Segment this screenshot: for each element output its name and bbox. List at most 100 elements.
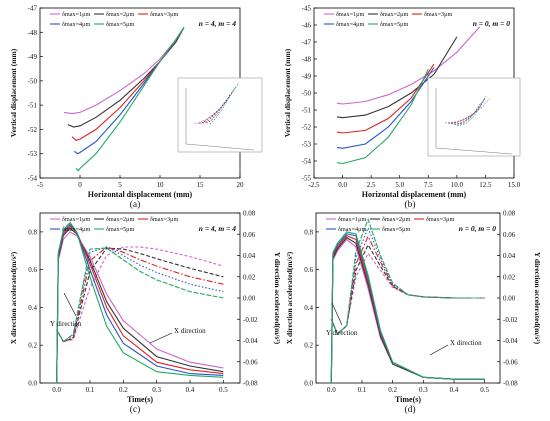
y2-tick-label: -0.08 [243,380,258,388]
panel-label-1: (a) [130,199,141,210]
x-tick-label: 0.3 [152,386,161,394]
y-direction-line-2 [56,247,224,343]
annotation-arrow [63,292,77,317]
series-group [63,27,185,172]
series-group [330,217,485,383]
series-group [56,221,224,383]
y2-tick-label: 0.06 [503,231,516,239]
x-tick-label: 0.4 [450,386,459,394]
legend-label: δmax=1μm [336,11,364,18]
legend-label: δmax=2μm [382,216,410,223]
y2-tick-label: 0.06 [243,231,256,239]
y-tick-label: -50 [28,77,38,85]
y2-tick-label: 0.00 [243,295,256,303]
inset-curve [445,98,490,124]
x-tick-label: 10.0 [451,181,464,189]
y-direction-line-5 [330,217,485,336]
y-tick-label: 0.4 [304,304,313,312]
y-tick-label: -48 [28,29,38,37]
y2-tick-label: 0.00 [503,295,516,303]
legend-label: δmax=4μm [62,21,90,28]
condition-label: n = 4, m = 4 [199,19,237,28]
x-axis-label: Horizontal displacement (mm) [88,190,193,199]
legend-label: δmax=5μm [106,226,134,233]
legend-label: δmax=3μm [150,216,178,223]
panel-label-2: (b) [404,199,415,210]
y-tick-label: -49 [28,53,38,61]
x-tick-label: 7.5 [424,181,433,189]
y-tick-label: -53 [302,141,312,149]
y-tick-label: -46 [302,22,312,30]
panel-b: -2.5 0.0 2.5 5.0 7.5 10.0 12.5 15.0 -55 -54 -53 -52… [283,5,521,200]
y-direction-line-1 [330,252,485,336]
y-direction-line-5 [56,247,224,343]
annotation-arrow [149,332,173,344]
y-tick-label: 0.6 [28,266,37,274]
legend-label: δmax=1μm [62,216,90,223]
x-tick-label: 0.5 [219,386,228,394]
legend-label: δmax=4μm [338,226,366,233]
legend-label: δmax=3μm [426,216,454,223]
annotation-arrow [429,344,449,356]
legend-label: δmax=5μm [106,21,134,28]
x-axis-label: Time(s) [395,395,421,404]
inset-curve [457,95,486,126]
annotation-x-direction: X direction [174,327,206,335]
legend-label: δmax=1μm [338,216,366,223]
y-tick-label: 0.2 [304,342,313,350]
legend-label: δmax=5μm [382,226,410,233]
x-direction-line-1 [56,231,224,383]
x-tick-label: 0.2 [119,386,128,394]
y-tick-label: -49 [302,73,312,81]
x-direction-line-5 [56,221,224,383]
x-axis-label: Time(s) [127,395,153,404]
y-axis-label: Vertical displacement (mm) [9,48,18,137]
y-axis-label: X direction accelerated(m/s²) [285,251,294,344]
y2-tick-label: 0.04 [243,252,256,260]
panel-label-3: (c) [130,404,141,415]
annotation-y-direction: Y direction [326,329,358,337]
annotation-arrow [331,302,343,326]
x-tick-label: 20 [237,181,245,189]
y2-tick-label: -0.06 [243,358,258,366]
y2-tick-label: -0.06 [503,358,518,366]
y-tick-label: -47 [302,39,312,47]
y-tick-label: -50 [302,90,312,98]
x-tick-label: 0.2 [388,386,397,394]
y2-tick-label: 0.02 [243,273,256,281]
y2-tick-label: 0.08 [503,210,516,218]
series-line-2 [336,36,458,119]
y-tick-label: 0.0 [28,380,37,388]
y-axis-label: X direction accelerated(m/s²) [9,251,18,344]
y-tick-label: 0.4 [28,304,37,312]
inset-3d-box [177,77,263,153]
x-tick-label: 0.0 [338,181,347,189]
y-tick-label: -54 [302,158,312,166]
condition-label: n = 0, m = 0 [459,224,497,233]
y-tick-label: -53 [28,150,38,158]
condition-label: n = 0, m = 0 [473,19,511,28]
x-tick-label: 0.0 [327,386,336,394]
inset-axes [185,88,255,151]
x-tick-label: 5 [118,181,122,189]
y2-tick-label: 0.08 [243,210,256,218]
legend-label: δmax=3μm [424,11,452,18]
y-tick-label: -51 [28,102,38,110]
legend-label: δmax=4μm [62,226,90,233]
y2-tick-label: -0.02 [503,316,518,324]
inset-axes [435,88,513,155]
series-line-3 [336,63,435,134]
y-axis-label: Vertical displacement (mm) [283,48,292,137]
inset-3d-box [427,77,521,157]
x-tick-label: 0 [78,181,82,189]
legend-label: δmax=4μm [336,21,364,28]
x-tick-label: 15.0 [508,181,521,189]
y2-axis-label: Y direction accelerated(m/s²) [273,252,282,345]
x-tick-label: 0.3 [419,386,428,394]
inset-curve [454,99,485,126]
y2-tick-label: -0.08 [503,380,518,388]
y-direction-line-4 [56,246,224,343]
x-tick-label: 15 [197,181,205,189]
inset-curve [206,86,237,124]
